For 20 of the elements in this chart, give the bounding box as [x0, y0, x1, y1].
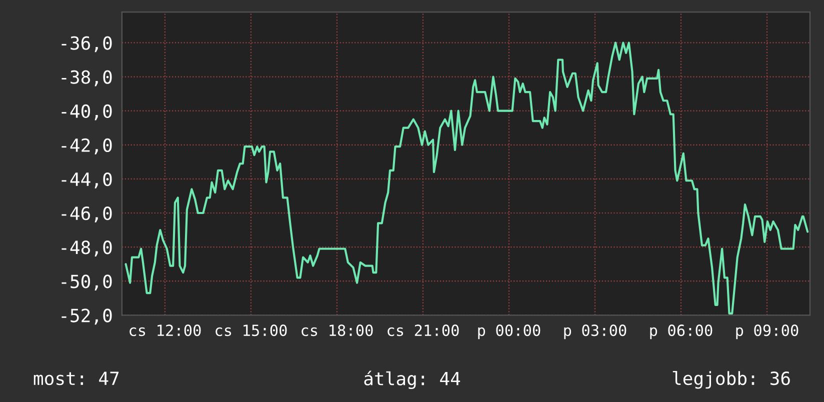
y-tick-label: -36,0	[62, 36, 112, 52]
y-tick-label: -38,0	[62, 70, 112, 86]
text: most: 47	[34, 372, 119, 386]
x-tick-label: cs 12:00	[130, 324, 201, 336]
x-tick-label: p 00:00	[478, 324, 540, 340]
x-tick-label: cs 15:00	[216, 324, 287, 336]
y-tick-label: -42,0	[62, 138, 112, 154]
x-tick-label: p 09:00	[736, 324, 798, 340]
y-tick-label: -46,0	[62, 206, 112, 222]
y-tick-label: -52,0	[62, 308, 112, 325]
x-tick-label: p 03:00	[564, 324, 626, 340]
y-tick-label: -48,0	[62, 240, 112, 256]
y-tick-label: -50,0	[62, 274, 112, 291]
y-tick-label: -40,0	[62, 104, 112, 120]
text: átlag: 44	[364, 370, 460, 390]
y-tick-label: -44,0	[62, 172, 112, 188]
text: legjobb: 36	[672, 371, 790, 389]
x-tick-label: cs 18:00	[302, 324, 373, 336]
x-tick-label: p 06:00	[650, 324, 712, 340]
x-tick-label: cs 21:00	[388, 324, 459, 336]
